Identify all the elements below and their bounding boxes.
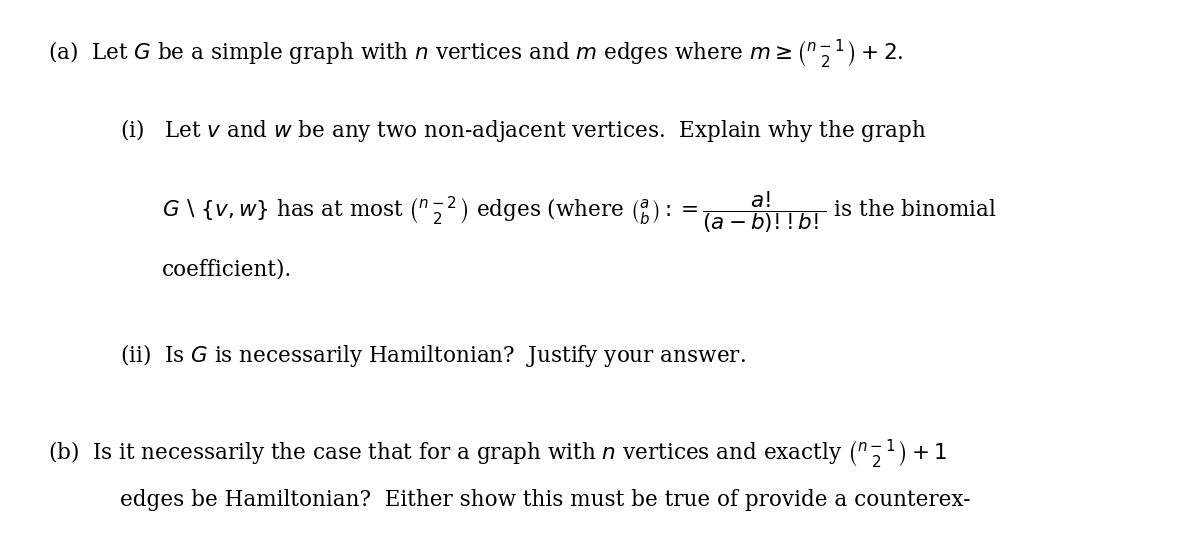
Text: (b)  Is it necessarily the case that for a graph with $n$ vertices and exactly $: (b) Is it necessarily the case that for … bbox=[48, 438, 948, 472]
Text: coefficient).: coefficient). bbox=[162, 259, 293, 281]
Text: (i)   Let $v$ and $w$ be any two non-adjacent vertices.  Explain why the graph: (i) Let $v$ and $w$ be any two non-adjac… bbox=[120, 117, 926, 145]
Text: (ii)  Is $G$ is necessarily Hamiltonian?  Justify your answer.: (ii) Is $G$ is necessarily Hamiltonian? … bbox=[120, 342, 745, 369]
Text: (a)  Let $G$ be a simple graph with $n$ vertices and $m$ edges where $m \geq \bi: (a) Let $G$ be a simple graph with $n$ v… bbox=[48, 37, 904, 71]
Text: $G\setminus\{v, w\}$ has at most $\binom{n-2}{2}$ edges (where $\binom{a}{b} := : $G\setminus\{v, w\}$ has at most $\binom… bbox=[162, 190, 996, 235]
Text: edges be Hamiltonian?  Either show this must be true of provide a counterex-: edges be Hamiltonian? Either show this m… bbox=[120, 489, 971, 511]
